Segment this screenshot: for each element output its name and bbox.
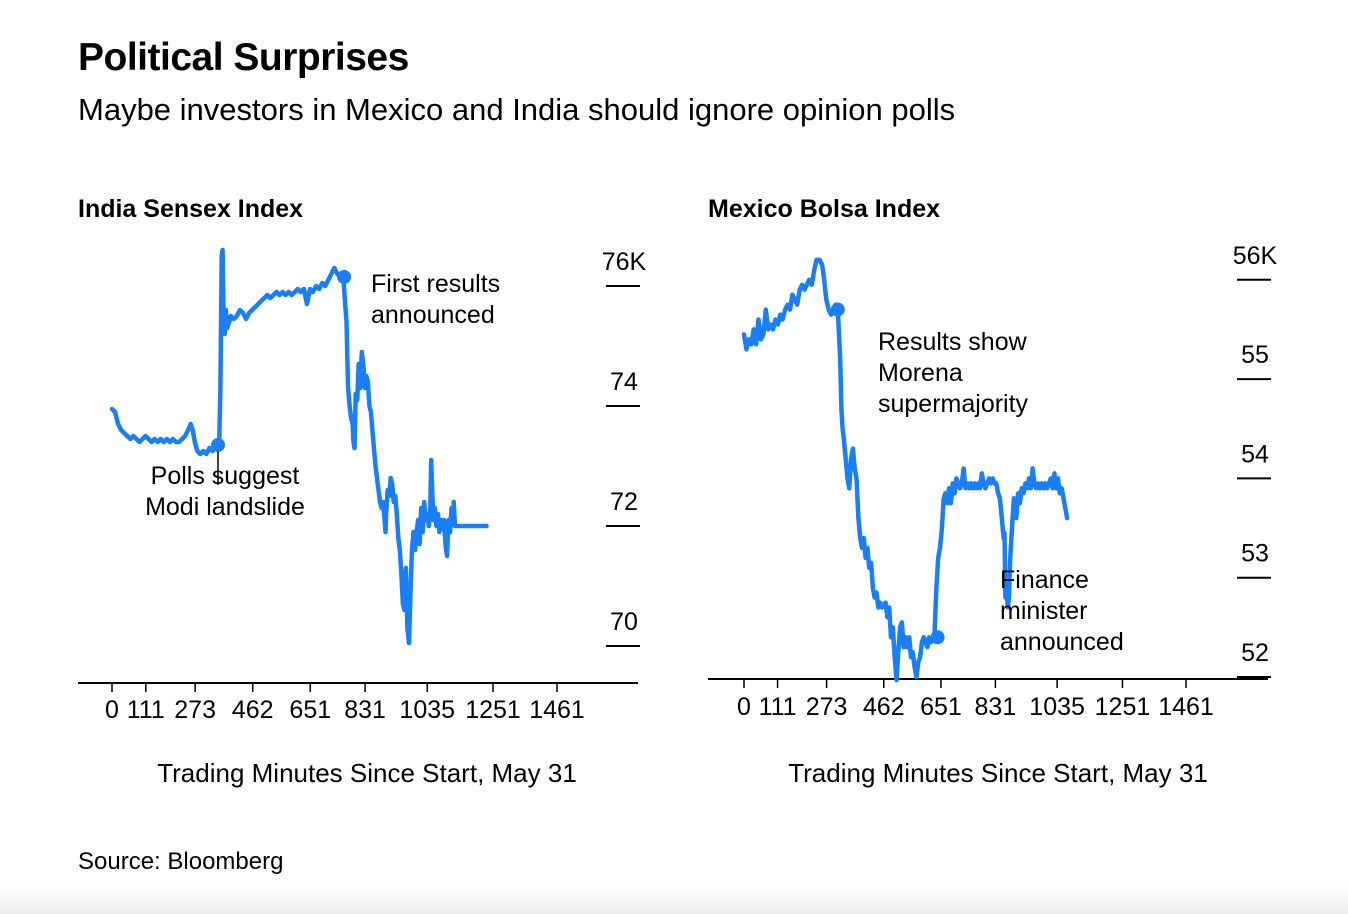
india-event-marker	[210, 438, 225, 452]
mexico-event-marker	[830, 302, 845, 317]
mexico-chart-title: Mexico Bolsa Index	[708, 195, 941, 223]
india-x-tick-label: 1251	[465, 696, 521, 724]
mexico-x-tick-label: 111	[759, 693, 797, 721]
india-y-tick-label: 70	[610, 608, 638, 636]
india-chart-title: India Sensex Index	[78, 195, 304, 223]
mexico-index-line	[741, 257, 1070, 683]
mexico-x-tick-label: 0	[737, 693, 751, 721]
chart-title: Political Surprises	[78, 36, 409, 79]
bottom-fade	[0, 884, 1348, 914]
india-x-tick-label: 1035	[399, 696, 455, 724]
india-x-axis-title: Trading Minutes Since Start, May 31	[157, 758, 577, 788]
source-note: Source: Bloomberg	[78, 848, 284, 875]
mexico-event-marker	[930, 630, 945, 645]
india-y-tick-label: 74	[610, 368, 638, 396]
india-x-tick-label: 1461	[529, 696, 585, 724]
mexico-y-tick-label: 52	[1241, 639, 1269, 667]
india-x-tick-label: 273	[174, 696, 216, 724]
india-x-tick-label: 831	[344, 696, 386, 724]
mexico-y-tick-label: 53	[1241, 540, 1269, 568]
india-x-tick-label: 111	[127, 696, 165, 724]
mexico-y-tick-label: 56K	[1233, 242, 1278, 270]
mexico-x-tick-label: 1251	[1095, 693, 1151, 721]
india-x-tick-label: 651	[289, 696, 331, 724]
mexico-y-tick-label: 54	[1241, 440, 1269, 468]
india-x-tick-label: 462	[232, 696, 274, 724]
mexico-x-tick-label: 1461	[1158, 693, 1214, 721]
india-annotation-2: First results announced	[371, 270, 500, 329]
mexico-annotation-2: Finance minister announced	[1000, 566, 1124, 656]
mexico-x-tick-label: 1035	[1029, 693, 1085, 721]
india-annotation-1: Polls suggest Modi landslide	[145, 462, 305, 521]
mexico-x-tick-label: 273	[806, 693, 848, 721]
mexico-annotation-1: Results show Morena supermajority	[878, 328, 1029, 418]
mexico-x-tick-label: 651	[920, 693, 962, 721]
india-y-tick-label: 72	[610, 488, 638, 516]
india-y-tick-label: 76K	[602, 248, 647, 276]
mexico-x-tick-label: 831	[975, 693, 1017, 721]
india-x-tick-label: 0	[105, 696, 119, 724]
chart-subtitle: Maybe investors in Mexico and India shou…	[78, 92, 956, 127]
india-event-marker	[337, 270, 352, 284]
mexico-x-tick-label: 462	[863, 693, 905, 721]
mexico-y-tick-label: 55	[1241, 341, 1269, 369]
mexico-x-axis-title: Trading Minutes Since Start, May 31	[788, 758, 1208, 788]
